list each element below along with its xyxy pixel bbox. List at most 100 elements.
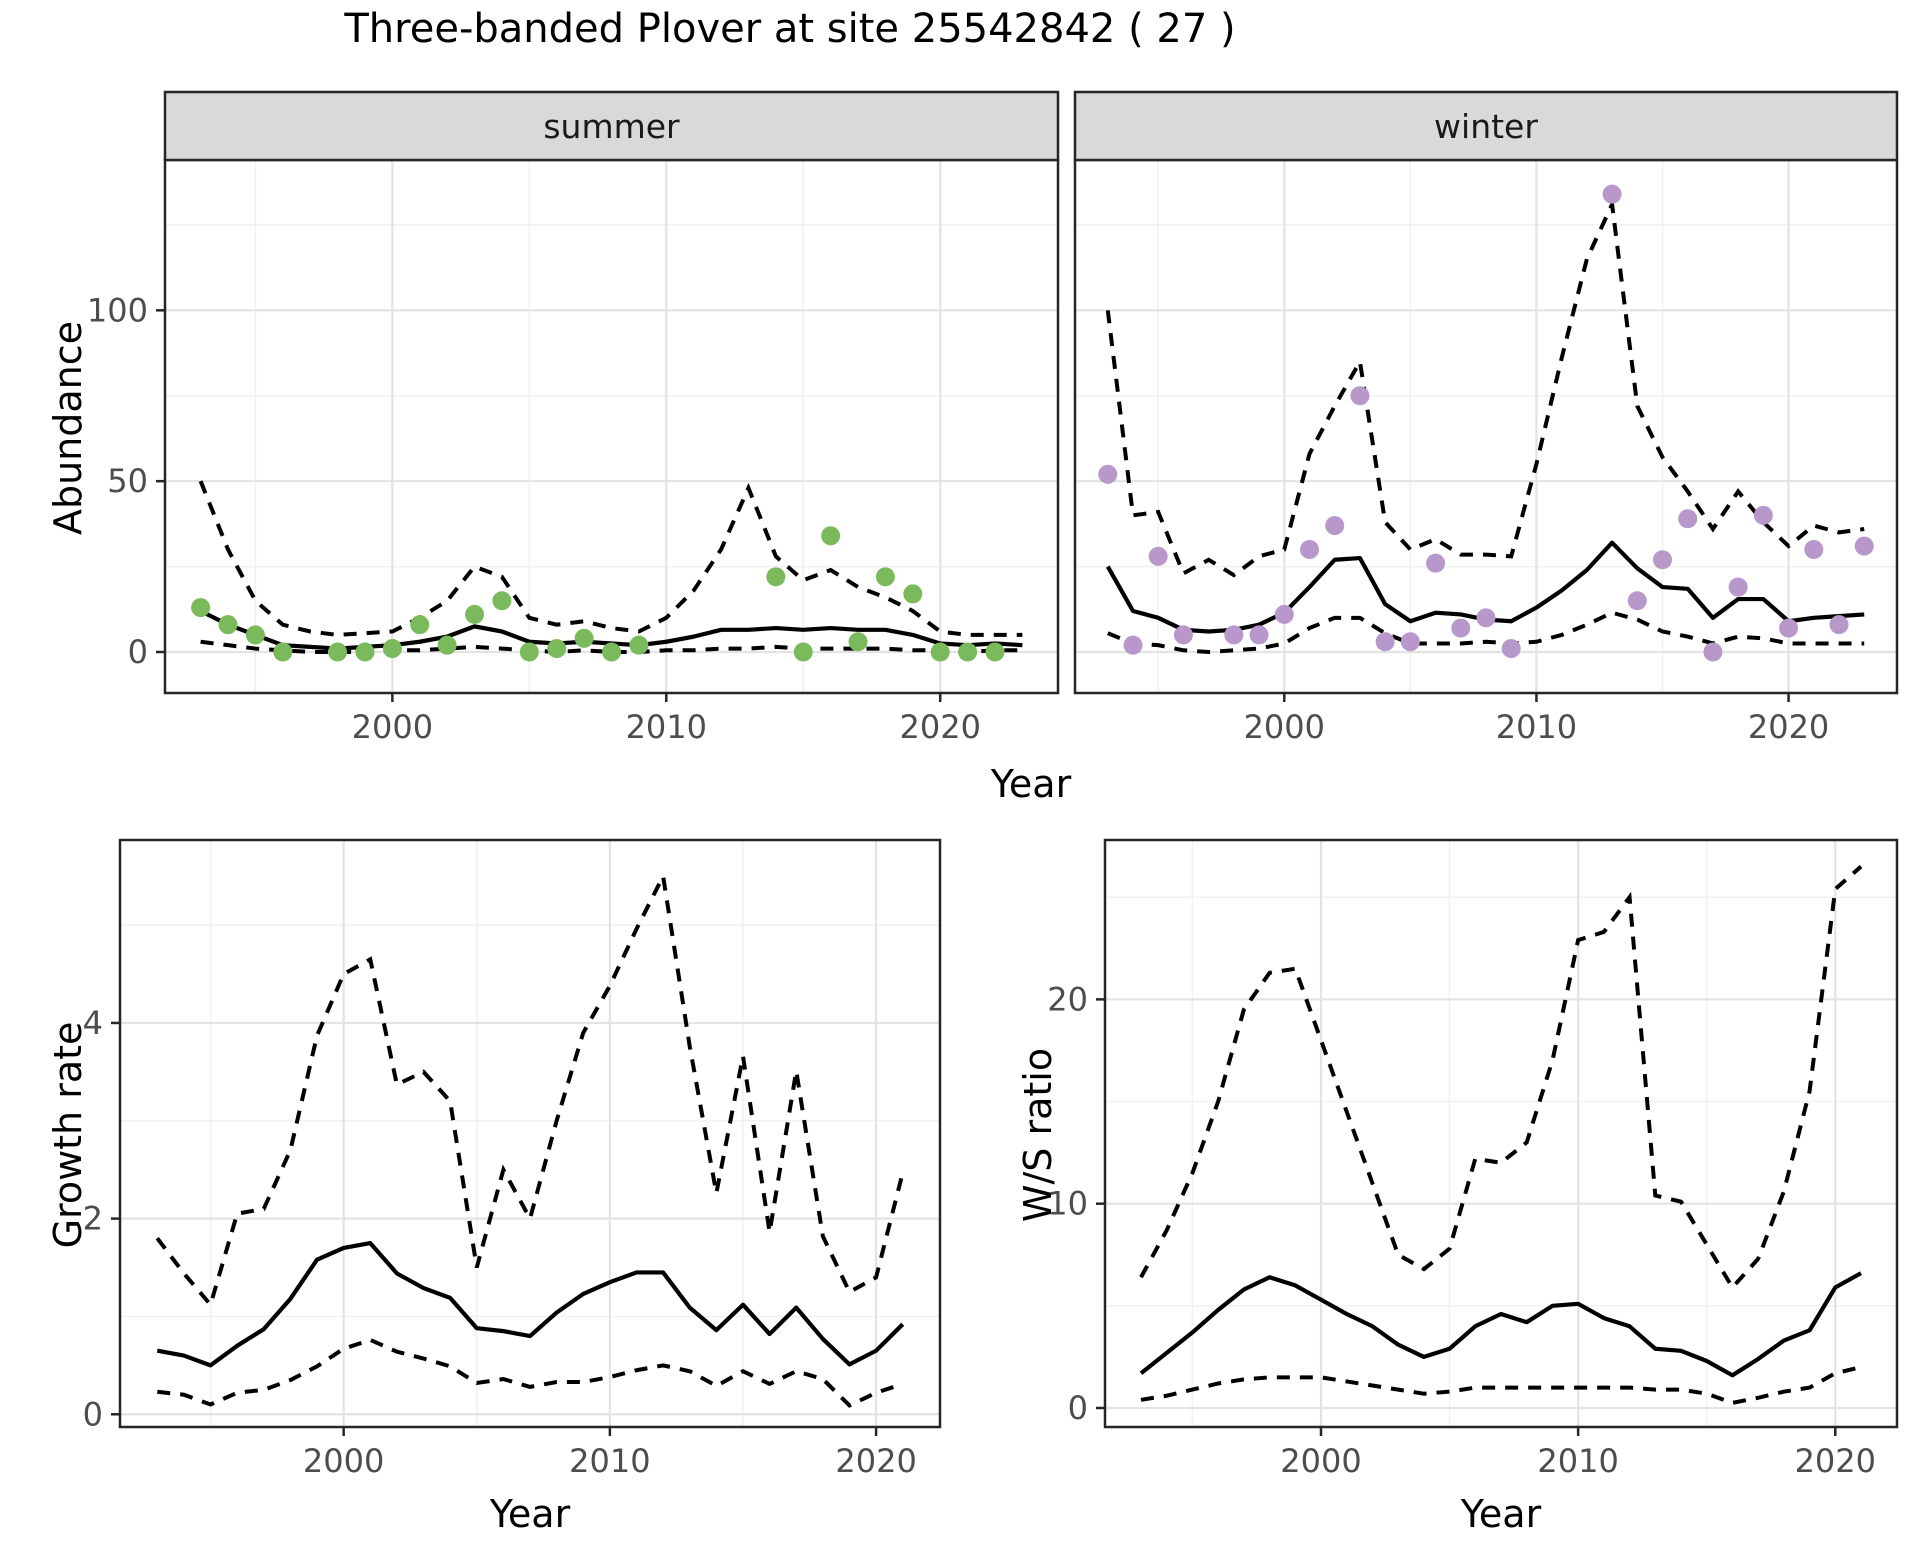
summer-observation-point	[355, 642, 375, 662]
winter-upper-ci-line	[1105, 197, 1865, 578]
facet-strip-label-summer: summer	[543, 106, 680, 146]
y-axis-title-growth-rate: Growth rate	[46, 1021, 90, 1249]
growth-lower-ci-line	[157, 1337, 904, 1408]
summer-facet-strip	[163, 90, 1060, 162]
winter-observation-point	[1854, 536, 1874, 556]
winter-x-tick-label: 2020	[1748, 708, 1829, 746]
ws-panel-background	[1105, 840, 1897, 1427]
summer-observation-point	[492, 591, 512, 611]
y-axis-title-abundance: Abundance	[46, 320, 90, 536]
ws-median-line	[1139, 1271, 1863, 1378]
summer-x-tick-label: 2010	[626, 708, 707, 746]
summer-observation-point	[602, 642, 621, 662]
growth-y-tick-label: 2	[83, 1200, 103, 1238]
winter-observation-point	[1728, 577, 1748, 597]
summer-observation-point	[875, 567, 895, 587]
ws-x-tick-label: 2020	[1795, 1442, 1876, 1480]
x-axis-title-year-ws: Year	[1460, 1492, 1542, 1536]
growth-x-tick-label: 2000	[303, 1442, 384, 1480]
chart-title: Three-banded Plover at site 25542842 ( 2…	[344, 6, 1236, 52]
ws-y-tick-label: 0	[1068, 1389, 1088, 1427]
summer-observation-point	[519, 642, 539, 662]
ws-panel-border	[1103, 838, 1899, 1429]
winter-observation-point	[1274, 604, 1294, 624]
growth-x-tick-label: 2010	[569, 1442, 650, 1480]
growth-median-line	[156, 1240, 905, 1368]
summer-observation-point	[437, 635, 457, 655]
winter-observation-point	[1501, 639, 1521, 659]
facet-strip-label-winter: winter	[1434, 106, 1538, 146]
winter-observation-point	[1703, 642, 1723, 662]
winter-observation-point	[1299, 540, 1319, 559]
summer-observation-point	[245, 625, 265, 645]
summer-observation-point	[328, 642, 348, 662]
growth-x-tick-label: 2020	[835, 1442, 916, 1480]
y-axis-title-ws-ratio: W/S ratio	[1016, 1047, 1060, 1223]
winter-lower-ci-line	[1107, 610, 1865, 655]
winter-observation-point	[1779, 618, 1799, 638]
summer-y-tick-label: 100	[87, 291, 148, 329]
growth-y-tick-label: 0	[83, 1395, 103, 1433]
winter-observation-point	[1325, 516, 1345, 536]
summer-observation-point	[821, 526, 841, 546]
ws-y-tick-label: 20	[1047, 980, 1088, 1018]
winter-observation-point	[1173, 625, 1193, 645]
winter-observation-point	[1148, 546, 1168, 566]
winter-observation-point	[1653, 550, 1673, 570]
summer-observation-point	[218, 615, 238, 635]
winter-observation-point	[1602, 184, 1622, 204]
growth-upper-ci-line	[155, 869, 905, 1309]
growth-y-tick-label: 4	[83, 1004, 103, 1042]
winter-observation-point	[1400, 632, 1420, 652]
summer-observation-point	[191, 598, 211, 618]
summer-x-tick-label: 2000	[352, 708, 433, 746]
summer-observation-point	[985, 642, 1005, 662]
x-axis-title-year-top: Year	[990, 762, 1072, 806]
winter-observation-point	[1098, 464, 1118, 484]
summer-observation-point	[574, 628, 594, 648]
winter-observation-point	[1451, 618, 1471, 638]
summer-observation-point	[382, 639, 402, 659]
summer-observation-point	[958, 642, 978, 662]
winter-observation-point	[1476, 608, 1496, 628]
summer-panel-background	[165, 160, 1058, 693]
summer-observation-point	[273, 642, 293, 662]
winter-x-tick-label: 2000	[1244, 708, 1325, 746]
summer-y-tick-label: 50	[107, 462, 148, 500]
summer-observation-point	[903, 584, 923, 604]
summer-observation-point	[793, 642, 813, 662]
ws-lower-ci-line	[1140, 1365, 1862, 1405]
x-axis-title-year-growth: Year	[489, 1492, 571, 1536]
ws-y-tick-label: 10	[1047, 1185, 1088, 1223]
ws-x-tick-label: 2010	[1537, 1442, 1618, 1480]
winter-observation-point	[1804, 540, 1824, 559]
winter-observation-point	[1627, 591, 1647, 611]
summer-x-tick-label: 2020	[899, 708, 980, 746]
winter-observation-point	[1350, 386, 1370, 406]
summer-observation-point	[930, 642, 950, 662]
growth-panel-background	[120, 840, 940, 1427]
summer-observation-point	[410, 615, 430, 635]
winter-observation-point	[1224, 625, 1244, 645]
summer-observation-point	[547, 639, 567, 659]
summer-y-tick-label: 0	[128, 633, 148, 671]
summer-observation-point	[629, 635, 649, 655]
ws-x-tick-label: 2000	[1280, 1442, 1361, 1480]
summer-observation-point	[465, 604, 485, 624]
winter-facet-strip	[1073, 90, 1899, 162]
summer-observation-point	[848, 632, 868, 652]
winter-x-tick-label: 2010	[1496, 708, 1577, 746]
winter-observation-point	[1753, 505, 1773, 525]
winter-observation-point	[1678, 509, 1698, 529]
growth-panel-border	[118, 838, 942, 1429]
winter-panel-background	[1075, 160, 1897, 693]
winter-observation-point	[1249, 625, 1269, 645]
summer-observation-point	[766, 567, 786, 587]
winter-observation-point	[1426, 553, 1446, 573]
ws-upper-ci-line	[1139, 865, 1863, 1291]
winter-observation-point	[1375, 632, 1395, 652]
winter-observation-point	[1829, 615, 1849, 635]
winter-observation-point	[1123, 635, 1143, 655]
